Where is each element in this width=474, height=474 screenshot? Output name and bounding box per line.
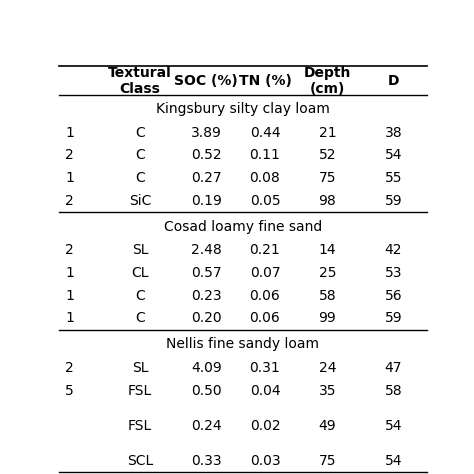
Text: 3.89: 3.89: [191, 126, 222, 140]
Text: 24: 24: [319, 361, 336, 375]
Text: 0.52: 0.52: [191, 148, 221, 163]
Text: 55: 55: [385, 171, 402, 185]
Text: 2: 2: [65, 148, 74, 163]
Text: 0.27: 0.27: [191, 171, 221, 185]
Text: 49: 49: [319, 419, 336, 433]
Text: 75: 75: [319, 454, 336, 468]
Text: 59: 59: [385, 311, 402, 325]
Text: 0.31: 0.31: [250, 361, 280, 375]
Text: 52: 52: [319, 148, 336, 163]
Text: 0.02: 0.02: [250, 419, 280, 433]
Text: 1: 1: [65, 289, 74, 303]
Text: Nellis fine sandy loam: Nellis fine sandy loam: [166, 337, 319, 351]
Text: 98: 98: [319, 194, 336, 208]
Text: 0.03: 0.03: [250, 454, 280, 468]
Text: 0.05: 0.05: [250, 194, 280, 208]
Text: 0.33: 0.33: [191, 454, 221, 468]
Text: SL: SL: [132, 361, 148, 375]
Text: 0.06: 0.06: [250, 311, 280, 325]
Text: 56: 56: [385, 289, 402, 303]
Text: FSL: FSL: [128, 384, 152, 398]
Text: 75: 75: [319, 171, 336, 185]
Text: 0.21: 0.21: [250, 244, 280, 257]
Text: CL: CL: [131, 266, 149, 280]
Text: Textural
Class: Textural Class: [108, 65, 172, 96]
Text: C: C: [135, 289, 145, 303]
Text: C: C: [135, 148, 145, 163]
Text: 35: 35: [319, 384, 336, 398]
Text: 0.50: 0.50: [191, 384, 221, 398]
Text: 38: 38: [385, 126, 402, 140]
Text: 54: 54: [385, 148, 402, 163]
Text: SL: SL: [132, 244, 148, 257]
Text: 2: 2: [65, 244, 74, 257]
Text: 2: 2: [65, 361, 74, 375]
Text: 54: 54: [385, 454, 402, 468]
Text: FSL: FSL: [128, 419, 152, 433]
Text: 58: 58: [319, 289, 336, 303]
Text: 0.24: 0.24: [191, 419, 221, 433]
Text: 0.06: 0.06: [250, 289, 280, 303]
Text: 21: 21: [319, 126, 336, 140]
Text: 58: 58: [385, 384, 402, 398]
Text: 99: 99: [319, 311, 336, 325]
Text: 2.48: 2.48: [191, 244, 221, 257]
Text: TN (%): TN (%): [238, 74, 292, 88]
Text: 0.04: 0.04: [250, 384, 280, 398]
Text: Depth
(cm): Depth (cm): [304, 65, 351, 96]
Text: 42: 42: [385, 244, 402, 257]
Text: 25: 25: [319, 266, 336, 280]
Text: 0.11: 0.11: [249, 148, 281, 163]
Text: 47: 47: [385, 361, 402, 375]
Text: 59: 59: [385, 194, 402, 208]
Text: C: C: [135, 126, 145, 140]
Text: C: C: [135, 171, 145, 185]
Text: 1: 1: [65, 171, 74, 185]
Text: 0.08: 0.08: [250, 171, 280, 185]
Text: D: D: [388, 74, 399, 88]
Text: 0.44: 0.44: [250, 126, 280, 140]
Text: 14: 14: [319, 244, 336, 257]
Text: 54: 54: [385, 419, 402, 433]
Text: C: C: [135, 311, 145, 325]
Text: 0.57: 0.57: [191, 266, 221, 280]
Text: 0.23: 0.23: [191, 289, 221, 303]
Text: 0.07: 0.07: [250, 266, 280, 280]
Text: SiC: SiC: [129, 194, 151, 208]
Text: 1: 1: [65, 311, 74, 325]
Text: 1: 1: [65, 126, 74, 140]
Text: SOC (%): SOC (%): [174, 74, 238, 88]
Text: 0.19: 0.19: [191, 194, 222, 208]
Text: 5: 5: [65, 384, 74, 398]
Text: 53: 53: [385, 266, 402, 280]
Text: 1: 1: [65, 266, 74, 280]
Text: 4.09: 4.09: [191, 361, 221, 375]
Text: 2: 2: [65, 194, 74, 208]
Text: Kingsbury silty clay loam: Kingsbury silty clay loam: [156, 102, 330, 116]
Text: SCL: SCL: [127, 454, 153, 468]
Text: 0.20: 0.20: [191, 311, 221, 325]
Text: Cosad loamy fine sand: Cosad loamy fine sand: [164, 219, 322, 234]
